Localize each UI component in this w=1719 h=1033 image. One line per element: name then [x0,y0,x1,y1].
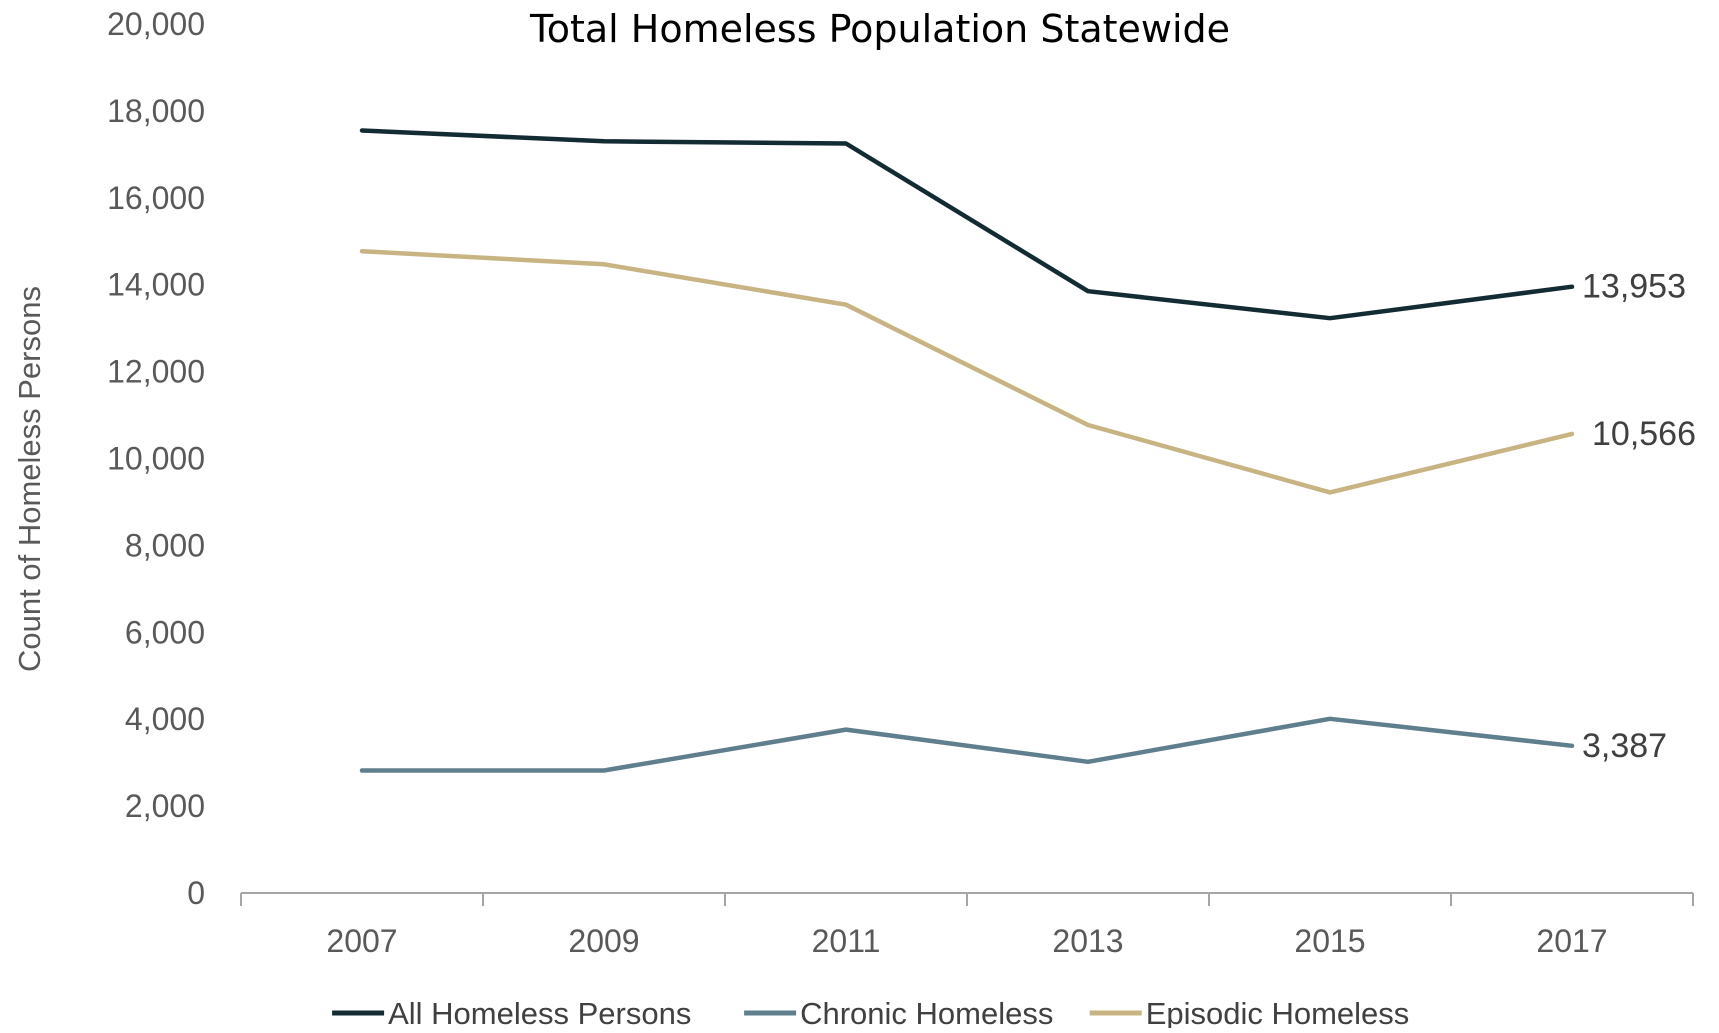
x-tick-label: 2015 [1294,923,1365,959]
y-tick-label: 18,000 [107,93,205,129]
y-tick-label: 10,000 [107,441,205,477]
x-tick-label: 2007 [326,923,397,959]
legend-item-chronic-homeless: Chronic Homeless [744,996,1053,1031]
legend-item-episodic-homeless: Episodic Homeless [1089,996,1410,1031]
y-tick-label: 12,000 [107,354,205,390]
series-line-episodic-homeless [359,248,1575,495]
y-tick-label: 8,000 [125,527,205,563]
y-tick-label: 4,000 [125,701,205,737]
y-tick-label: 6,000 [125,614,205,650]
x-tick-label: 2009 [568,923,639,959]
x-tick-label: 2011 [812,923,881,959]
chart-title: Total Homeless Population Statewide [529,7,1230,51]
x-axis-tick-labels: 2007 2009 2011 2013 2015 2017 [326,923,1607,959]
y-tick-label: 20,000 [107,6,205,42]
series-line-all-homeless-persons [359,128,1575,321]
y-tick-label: 2,000 [125,788,205,824]
data-label-episodic-homeless: 10,566 [1592,415,1696,453]
data-labels: 13,953 3,387 10,566 [1582,268,1696,765]
y-tick-label: 0 [187,875,205,911]
x-axis [240,892,1694,906]
y-axis-label: Count of Homeless Persons [12,286,47,672]
x-tick-label: 2013 [1052,923,1123,959]
y-tick-label: 16,000 [107,180,205,216]
legend-label: Episodic Homeless [1146,996,1410,1028]
legend-label: Chronic Homeless [800,996,1053,1028]
legend-label: All Homeless Persons [388,996,691,1028]
data-label-all-homeless-persons: 13,953 [1582,268,1686,306]
series-lines [359,128,1575,773]
x-tick-label: 2017 [1536,923,1607,959]
data-label-chronic-homeless: 3,387 [1582,727,1667,765]
y-axis-ticks: 0 2,000 4,000 6,000 8,000 10,000 12,000 14,000 1… [107,6,205,911]
legend-item-all-homeless-persons: All Homeless Persons [332,996,691,1031]
legend: All Homeless Persons Chronic Homeless Epis… [332,996,1410,1031]
y-tick-label: 14,000 [107,267,205,303]
series-line-chronic-homeless [359,716,1575,773]
